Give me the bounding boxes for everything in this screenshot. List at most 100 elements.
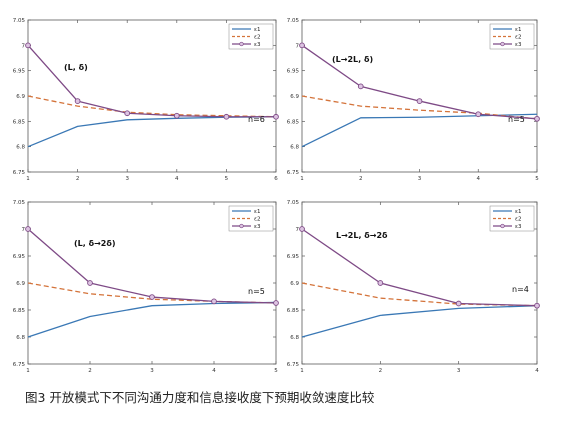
n-label: n=4: [512, 285, 529, 294]
x-tick-label: 3: [125, 176, 129, 182]
x-tick-label: 3: [150, 368, 154, 374]
data-point: [416, 98, 423, 104]
x-tick-label: 3: [457, 368, 461, 374]
data-point: [534, 115, 540, 122]
legend-label: ε2: [254, 35, 260, 41]
y-tick-label: 7.05: [287, 18, 300, 24]
y-tick-label: 6.75: [13, 362, 26, 368]
y-tick-label: 6.85: [13, 119, 26, 125]
x-tick-label: 5: [535, 176, 539, 182]
legend-label: ε3: [254, 224, 261, 230]
n-label: n=6: [248, 115, 265, 124]
data-point: [149, 294, 155, 300]
y-tick-label: 6.9: [16, 94, 25, 100]
data-point: [25, 42, 31, 49]
data-point: [534, 302, 540, 309]
x-tick-label: 1: [300, 368, 304, 374]
legend-marker: [239, 41, 244, 47]
legend-box: [228, 23, 274, 50]
legend-marker: [239, 223, 244, 229]
data-point: [455, 300, 462, 307]
y-tick-label: 6.75: [287, 362, 300, 368]
series-line: [27, 301, 277, 338]
legend-box: [489, 23, 535, 50]
x-tick-label: 4: [535, 368, 539, 374]
legend-label: ε3: [254, 42, 261, 48]
legend-box: [489, 205, 535, 232]
y-tick-label: 7: [22, 43, 26, 49]
data-point: [87, 280, 93, 286]
series-line: [27, 95, 277, 118]
data-point: [223, 113, 230, 120]
data-point: [357, 83, 364, 90]
data-point: [475, 111, 482, 118]
x-tick-label: 2: [359, 176, 363, 182]
series-line: [27, 44, 276, 118]
n-label: n=5: [508, 115, 525, 124]
y-tick-label: 6.95: [287, 254, 300, 260]
legend-label: ε1: [254, 27, 260, 33]
panel-annotation: (L→2L, δ): [332, 55, 373, 64]
x-tick-label: 5: [225, 176, 229, 182]
legend-label: ε1: [254, 209, 260, 215]
data-point: [173, 112, 180, 119]
x-tick-label: 2: [379, 368, 383, 374]
y-tick-label: 6.8: [16, 145, 25, 151]
figure-caption: 图3 开放模式下不同沟通力度和信息接收度下预期收敛速度比较: [25, 390, 375, 405]
x-tick-label: 2: [88, 368, 92, 374]
y-tick-label: 7.05: [287, 200, 300, 206]
y-tick-label: 6.85: [287, 119, 300, 125]
legend-label: ε3: [515, 224, 522, 230]
y-tick-label: 6.95: [13, 254, 26, 260]
y-tick-label: 6.75: [287, 170, 300, 176]
y-tick-label: 6.85: [287, 308, 300, 314]
y-tick-label: 7.05: [13, 18, 26, 24]
data-point: [25, 226, 31, 232]
data-point: [299, 42, 305, 49]
legend-label: ε2: [515, 217, 521, 223]
x-tick-label: 1: [300, 176, 304, 182]
data-point: [273, 300, 279, 306]
y-tick-label: 6.8: [290, 145, 299, 151]
data-point: [124, 110, 131, 117]
legend-label: ε3: [515, 42, 522, 48]
legend-label: ε1: [515, 209, 521, 215]
series-line: [301, 305, 538, 338]
y-tick-label: 6.9: [290, 281, 299, 287]
x-tick-label: 2: [76, 176, 80, 182]
x-tick-label: 5: [274, 368, 278, 374]
y-tick-label: 7: [296, 43, 300, 49]
x-tick-label: 4: [175, 176, 179, 182]
y-tick-label: 6.8: [290, 335, 299, 341]
x-tick-label: 1: [26, 368, 30, 374]
y-tick-label: 6.9: [290, 94, 299, 100]
series-line: [301, 228, 538, 307]
n-label: n=5: [248, 287, 265, 296]
legend-label: ε2: [515, 35, 521, 41]
legend-label: ε2: [254, 217, 260, 223]
y-tick-label: 7: [296, 227, 300, 233]
x-tick-label: 4: [477, 176, 481, 182]
x-tick-label: 3: [418, 176, 422, 182]
y-tick-label: 6.95: [13, 69, 26, 75]
data-point: [377, 280, 384, 286]
data-point: [74, 98, 81, 104]
y-tick-label: 6.85: [13, 308, 26, 314]
panel-annotation: L→2L, δ→2δ: [336, 231, 388, 240]
legend-marker: [500, 223, 505, 229]
y-tick-label: 6.95: [287, 69, 300, 75]
data-point: [299, 226, 305, 232]
panel-annotation: (L, δ): [64, 63, 88, 72]
series-line: [27, 282, 277, 304]
y-tick-label: 7: [22, 227, 26, 233]
y-tick-label: 6.75: [13, 170, 26, 176]
